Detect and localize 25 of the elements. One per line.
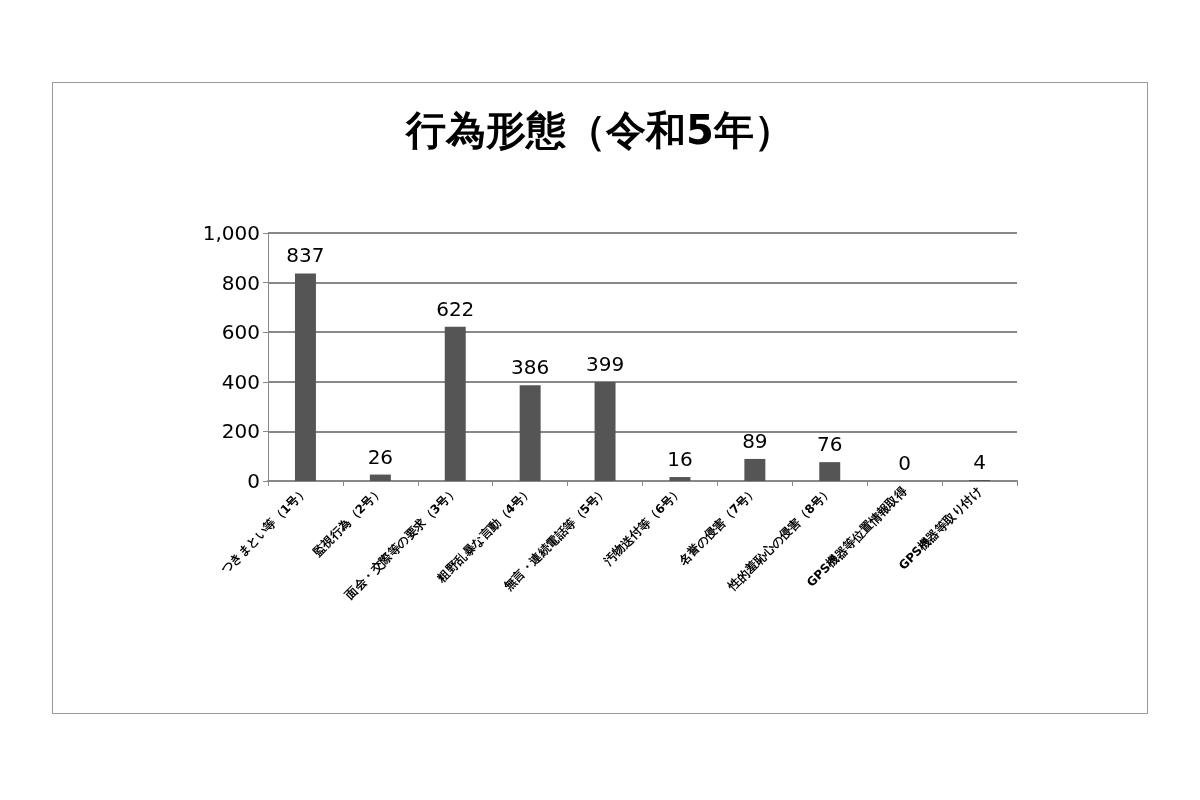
data-label: 76 [817, 432, 843, 457]
bar [294, 273, 316, 481]
data-label: 16 [667, 447, 693, 472]
bar [669, 477, 691, 481]
data-label: 386 [511, 355, 550, 380]
bar [819, 462, 841, 481]
bar [594, 382, 616, 481]
bar [369, 474, 391, 481]
data-label: 0 [898, 451, 912, 475]
y-tick-label: 600 [221, 320, 260, 345]
data-label: 399 [585, 352, 625, 377]
data-label: 622 [436, 296, 475, 321]
data-label: 26 [367, 444, 394, 469]
bar [519, 385, 541, 481]
y-tick-label: 0 [247, 469, 260, 493]
data-label: 89 [742, 428, 768, 453]
chart-title: 行為形態（令和5年） [404, 107, 794, 153]
bar [444, 326, 466, 481]
data-label: 837 [286, 243, 325, 268]
y-tick-label: 400 [221, 369, 260, 394]
y-tick-label: 1,000 [202, 221, 260, 245]
bar [744, 458, 766, 481]
y-tick-label: 800 [221, 270, 260, 295]
data-label: 4 [973, 450, 986, 475]
y-tick-label: 200 [221, 419, 260, 444]
